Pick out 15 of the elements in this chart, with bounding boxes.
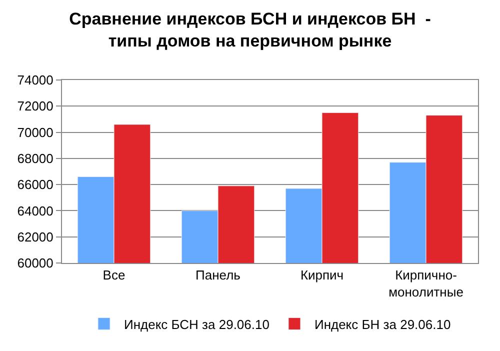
chart-title: Сравнение индексов БСН и индексов БН - типы домов на первичном рынке [69, 10, 431, 51]
legend-label: Индекс БСН за 29.06.10 [124, 316, 270, 332]
y-tick-label: 62000 [17, 229, 54, 244]
x-tick-label: Кирпично- монолитные [388, 268, 464, 300]
y-tick-label: 64000 [17, 203, 54, 218]
y-tick-label: 66000 [17, 177, 54, 192]
x-tick-label: Все [102, 268, 126, 283]
y-tick-label: 60000 [17, 256, 54, 271]
y-tick-label: 68000 [17, 150, 54, 166]
x-tick-label: Кирпич [300, 268, 344, 283]
y-tick-label: 74000 [17, 72, 54, 88]
x-tick-label: Панель [196, 268, 241, 283]
legend-label: Индекс БН за 29.06.10 [314, 316, 451, 332]
y-tick-label: 70000 [17, 124, 54, 140]
y-tick-label: 72000 [17, 98, 54, 114]
